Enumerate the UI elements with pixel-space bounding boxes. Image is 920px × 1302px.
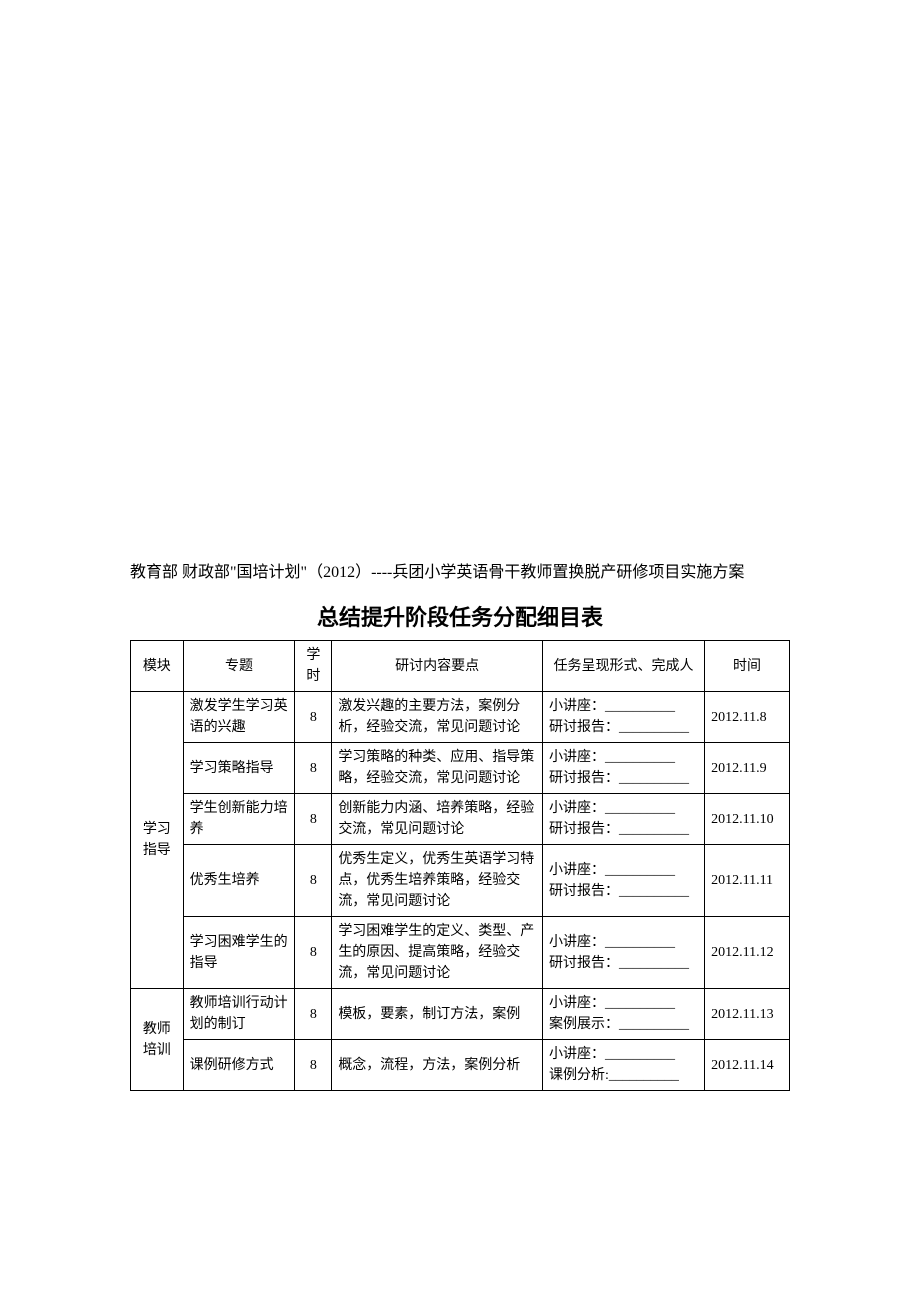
th-time: 时间 [705, 641, 790, 692]
time-cell: 2012.11.8 [705, 692, 790, 743]
time-cell: 2012.11.10 [705, 794, 790, 845]
intro-paragraph: 教育部 财政部"国培计划"（2012）----兵团小学英语骨干教师置换脱产研修项… [130, 555, 790, 590]
form-cell: 小讲座：__________ 研讨报告：__________ [542, 845, 704, 917]
time-cell: 2012.11.14 [705, 1040, 790, 1091]
th-topic: 专题 [183, 641, 295, 692]
topic-cell: 学生创新能力培养 [183, 794, 295, 845]
table-row: 课例研修方式8概念，流程，方法，案例分析小讲座：__________ 课例分析:… [131, 1040, 790, 1091]
content-cell: 模板，要素，制订方法，案例 [332, 989, 543, 1040]
content-cell: 创新能力内涵、培养策略，经验交流，常见问题讨论 [332, 794, 543, 845]
module-cell: 学习指导 [131, 692, 184, 989]
table-row: 学习指导激发学生学习英语的兴趣8激发兴趣的主要方法，案例分析，经验交流，常见问题… [131, 692, 790, 743]
time-cell: 2012.11.11 [705, 845, 790, 917]
time-cell: 2012.11.13 [705, 989, 790, 1040]
form-cell: 小讲座：__________ 研讨报告：__________ [542, 917, 704, 989]
content-cell: 激发兴趣的主要方法，案例分析，经验交流，常见问题讨论 [332, 692, 543, 743]
table-row: 学习困难学生的指导8学习困难学生的定义、类型、产生的原因、提高策略，经验交流，常… [131, 917, 790, 989]
table-row: 优秀生培养8优秀生定义，优秀生英语学习特点，优秀生培养策略，经验交流，常见问题讨… [131, 845, 790, 917]
topic-cell: 学习策略指导 [183, 743, 295, 794]
hours-cell: 8 [295, 692, 332, 743]
content-cell: 概念，流程，方法，案例分析 [332, 1040, 543, 1091]
form-cell: 小讲座：__________ 研讨报告：__________ [542, 692, 704, 743]
hours-cell: 8 [295, 743, 332, 794]
form-cell: 小讲座：__________ 研讨报告：__________ [542, 794, 704, 845]
hours-cell: 8 [295, 989, 332, 1040]
th-module: 模块 [131, 641, 184, 692]
topic-cell: 教师培训行动计划的制订 [183, 989, 295, 1040]
form-cell: 小讲座：__________ 案例展示：__________ [542, 989, 704, 1040]
table-row: 学习策略指导8学习策略的种类、应用、指导策略，经验交流，常见问题讨论小讲座：__… [131, 743, 790, 794]
task-table: 模块 专题 学时 研讨内容要点 任务呈现形式、完成人 时间 学习指导激发学生学习… [130, 640, 790, 1091]
topic-cell: 优秀生培养 [183, 845, 295, 917]
content-cell: 优秀生定义，优秀生英语学习特点，优秀生培养策略，经验交流，常见问题讨论 [332, 845, 543, 917]
topic-cell: 学习困难学生的指导 [183, 917, 295, 989]
form-cell: 小讲座：__________ 研讨报告：__________ [542, 743, 704, 794]
content-cell: 学习困难学生的定义、类型、产生的原因、提高策略，经验交流，常见问题讨论 [332, 917, 543, 989]
module-cell: 教师培训 [131, 989, 184, 1091]
th-hours: 学时 [295, 641, 332, 692]
th-content: 研讨内容要点 [332, 641, 543, 692]
time-cell: 2012.11.12 [705, 917, 790, 989]
content-cell: 学习策略的种类、应用、指导策略，经验交流，常见问题讨论 [332, 743, 543, 794]
table-header-row: 模块 专题 学时 研讨内容要点 任务呈现形式、完成人 时间 [131, 641, 790, 692]
hours-cell: 8 [295, 917, 332, 989]
hours-cell: 8 [295, 845, 332, 917]
hours-cell: 8 [295, 1040, 332, 1091]
form-cell: 小讲座：__________ 课例分析:__________ [542, 1040, 704, 1091]
topic-cell: 课例研修方式 [183, 1040, 295, 1091]
table-row: 教师培训教师培训行动计划的制订8模板，要素，制订方法，案例小讲座：_______… [131, 989, 790, 1040]
table-row: 学生创新能力培养8创新能力内涵、培养策略，经验交流，常见问题讨论小讲座：____… [131, 794, 790, 845]
time-cell: 2012.11.9 [705, 743, 790, 794]
topic-cell: 激发学生学习英语的兴趣 [183, 692, 295, 743]
th-form: 任务呈现形式、完成人 [542, 641, 704, 692]
page-title: 总结提升阶段任务分配细目表 [130, 600, 790, 632]
hours-cell: 8 [295, 794, 332, 845]
